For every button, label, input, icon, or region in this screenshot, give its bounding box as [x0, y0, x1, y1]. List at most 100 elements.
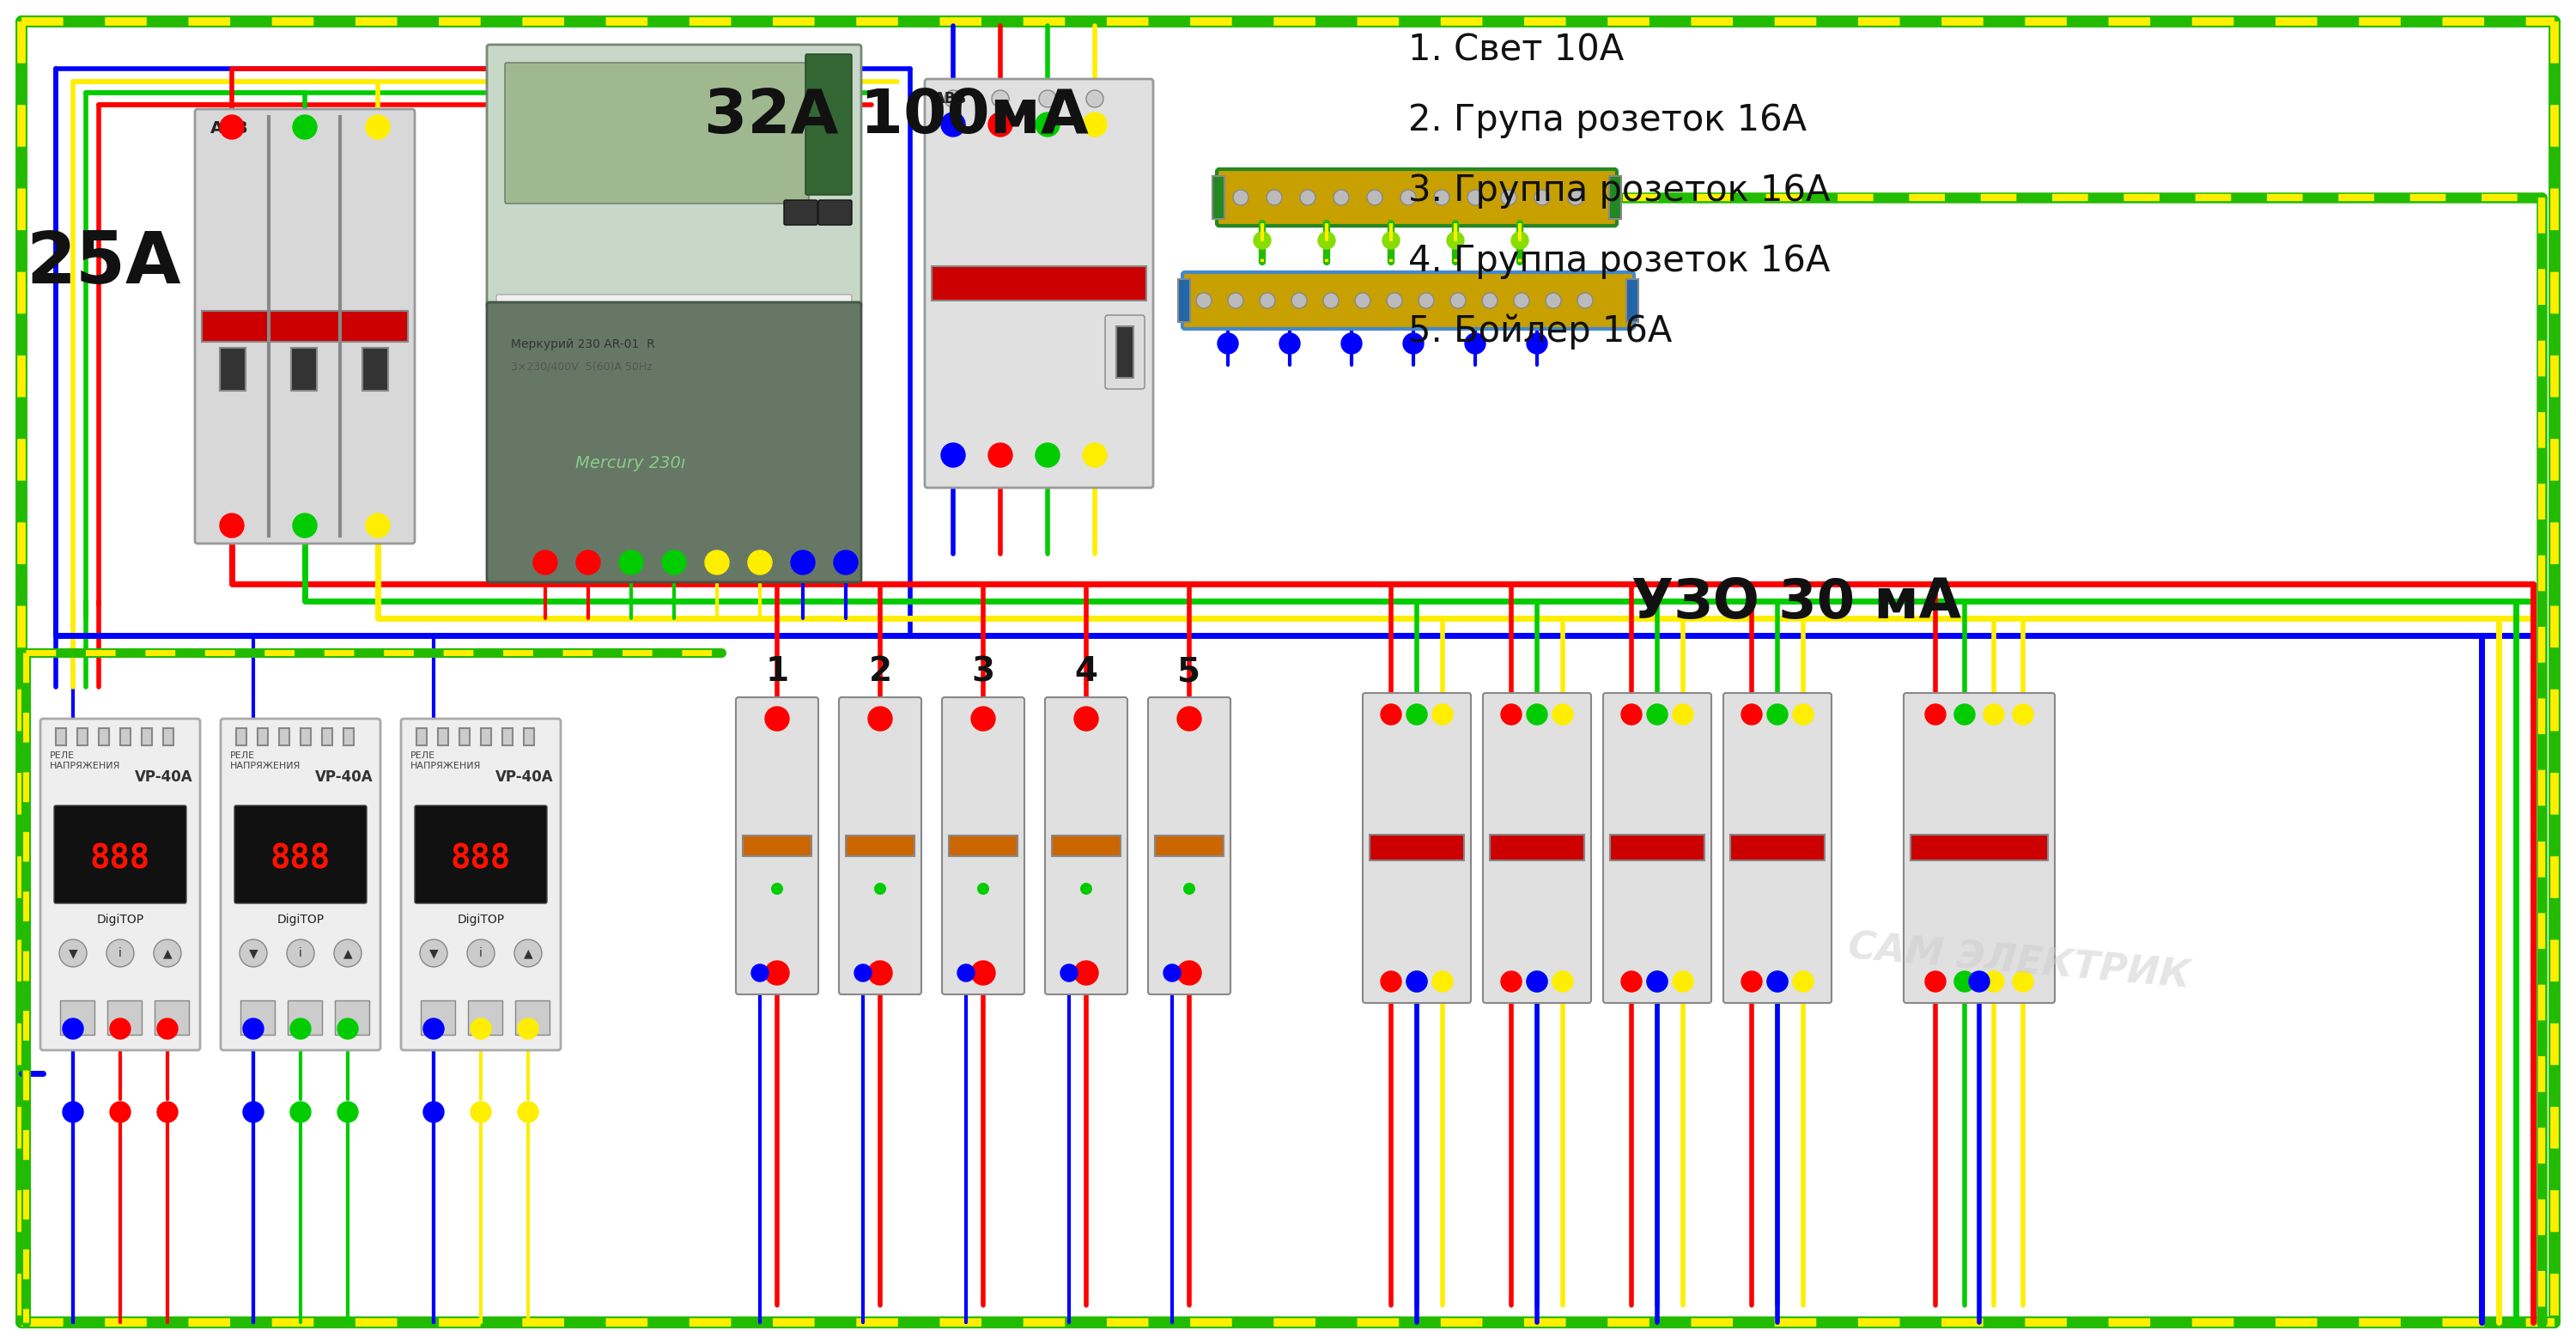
Circle shape: [294, 513, 317, 537]
Circle shape: [157, 1102, 178, 1122]
Bar: [219, 348, 245, 390]
Circle shape: [1502, 971, 1522, 992]
Text: ▲: ▲: [162, 947, 173, 959]
FancyBboxPatch shape: [737, 698, 819, 995]
Circle shape: [1406, 705, 1427, 725]
Circle shape: [1450, 293, 1466, 309]
Circle shape: [1280, 333, 1301, 354]
Circle shape: [1672, 971, 1692, 992]
FancyBboxPatch shape: [1149, 698, 1231, 995]
Circle shape: [1406, 971, 1427, 992]
Circle shape: [976, 882, 989, 894]
Bar: [240, 1000, 276, 1035]
Circle shape: [971, 707, 994, 731]
Text: 5: 5: [1177, 655, 1200, 687]
Bar: [363, 348, 389, 390]
Circle shape: [1528, 971, 1548, 992]
Circle shape: [62, 1102, 82, 1122]
Bar: [1625, 279, 1638, 322]
Bar: [258, 729, 268, 745]
Circle shape: [1419, 293, 1435, 309]
Circle shape: [577, 551, 600, 575]
Circle shape: [1036, 443, 1059, 467]
FancyBboxPatch shape: [497, 294, 853, 487]
Circle shape: [1535, 190, 1551, 206]
Circle shape: [1079, 882, 1092, 894]
Bar: [1115, 326, 1133, 378]
Text: ▼: ▼: [250, 947, 258, 959]
Text: ▲: ▲: [343, 947, 353, 959]
Circle shape: [1082, 443, 1108, 467]
Text: 2. Група розеток 16A: 2. Група розеток 16A: [1409, 102, 1806, 138]
Bar: [1610, 834, 1705, 861]
FancyBboxPatch shape: [402, 719, 562, 1050]
Circle shape: [1291, 293, 1306, 309]
Bar: [1177, 279, 1190, 322]
Text: ▲: ▲: [523, 947, 533, 959]
Circle shape: [1481, 293, 1497, 309]
Circle shape: [62, 1019, 82, 1039]
Circle shape: [1195, 293, 1211, 309]
Circle shape: [1528, 333, 1548, 354]
Text: 5. Бойлер 16A: 5. Бойлер 16A: [1409, 313, 1672, 349]
Circle shape: [1383, 231, 1399, 249]
Text: DigiTOP: DigiTOP: [95, 913, 144, 925]
Circle shape: [219, 513, 245, 537]
Circle shape: [1342, 333, 1363, 354]
Circle shape: [1569, 190, 1584, 206]
FancyBboxPatch shape: [1105, 316, 1144, 389]
Bar: [289, 1000, 322, 1035]
Circle shape: [1767, 705, 1788, 725]
Circle shape: [1234, 190, 1249, 206]
Circle shape: [1502, 705, 1522, 725]
Circle shape: [835, 551, 858, 575]
Circle shape: [989, 443, 1012, 467]
Text: Меркурий 230 AR-01  R: Меркурий 230 AR-01 R: [510, 338, 654, 350]
Text: DigiTOP: DigiTOP: [276, 913, 325, 925]
Circle shape: [1553, 971, 1574, 992]
Circle shape: [1646, 971, 1667, 992]
Bar: [933, 266, 1146, 301]
Text: ABB: ABB: [211, 120, 250, 136]
Circle shape: [992, 90, 1010, 107]
Circle shape: [1404, 333, 1425, 354]
Circle shape: [1319, 231, 1334, 249]
Circle shape: [940, 112, 966, 136]
Circle shape: [242, 1102, 263, 1122]
FancyBboxPatch shape: [783, 201, 817, 225]
Circle shape: [2012, 971, 2032, 992]
Circle shape: [855, 964, 871, 981]
Circle shape: [1435, 190, 1450, 206]
Bar: [98, 729, 108, 745]
Circle shape: [219, 115, 245, 139]
Circle shape: [111, 1019, 131, 1039]
FancyBboxPatch shape: [505, 63, 809, 203]
Circle shape: [1229, 293, 1244, 309]
Text: РЕЛЕ
НАПРЯЖЕНИЯ: РЕЛЕ НАПРЯЖЕНИЯ: [410, 751, 482, 770]
Circle shape: [1061, 964, 1077, 981]
Circle shape: [240, 940, 268, 967]
Circle shape: [1267, 190, 1283, 206]
Circle shape: [1546, 293, 1561, 309]
Bar: [482, 729, 492, 745]
Circle shape: [1324, 293, 1340, 309]
Bar: [162, 729, 173, 745]
Bar: [278, 729, 289, 745]
Text: VP-40A: VP-40A: [134, 769, 193, 785]
Bar: [1051, 836, 1121, 856]
Circle shape: [59, 940, 88, 967]
Circle shape: [1924, 705, 1945, 725]
Bar: [420, 1000, 456, 1035]
Text: 1. Свет 10A: 1. Свет 10A: [1409, 32, 1623, 68]
Circle shape: [1355, 293, 1370, 309]
Circle shape: [1528, 705, 1548, 725]
Circle shape: [706, 551, 729, 575]
Circle shape: [337, 1102, 358, 1122]
Circle shape: [2012, 705, 2032, 725]
Text: VP-40A: VP-40A: [495, 769, 554, 785]
FancyBboxPatch shape: [1484, 693, 1592, 1003]
FancyBboxPatch shape: [54, 805, 185, 904]
Circle shape: [1466, 333, 1486, 354]
Text: 1: 1: [765, 655, 788, 687]
FancyBboxPatch shape: [1046, 698, 1128, 995]
